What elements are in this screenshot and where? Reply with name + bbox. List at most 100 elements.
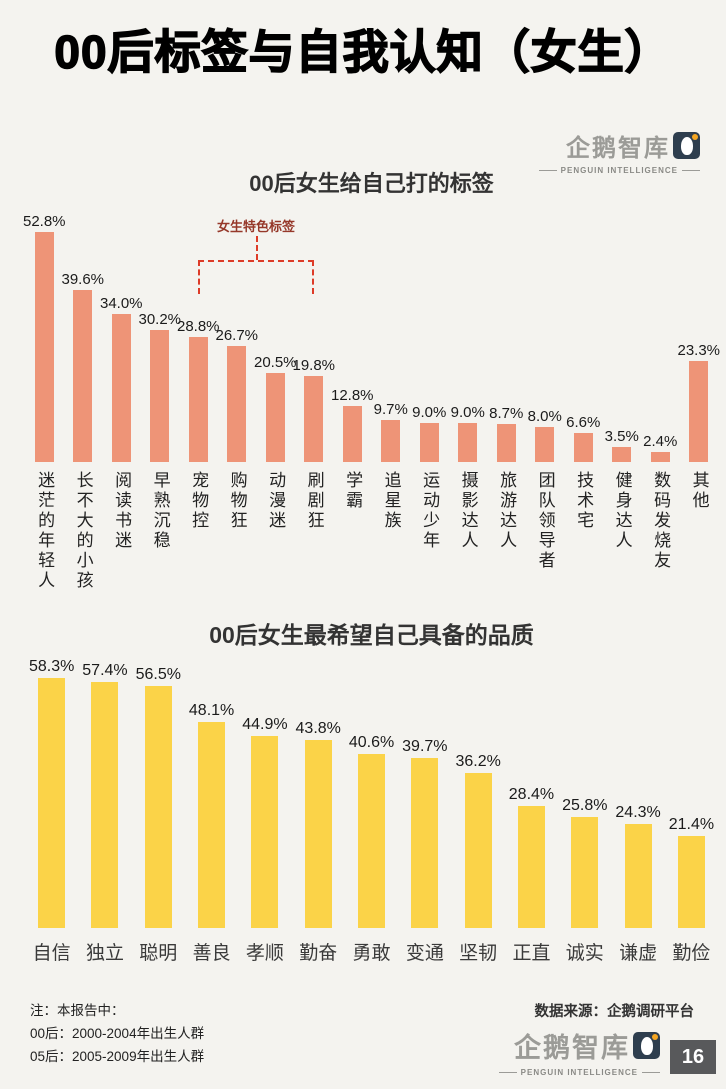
bar bbox=[458, 422, 478, 462]
bar-value-label: 26.7% bbox=[215, 326, 259, 344]
bar-value-label: 8.0% bbox=[527, 408, 562, 426]
bar-value-label: 43.8% bbox=[295, 720, 341, 738]
bar-column: 56.5% bbox=[132, 666, 185, 928]
bar bbox=[91, 681, 119, 928]
bar-value-label: 21.4% bbox=[668, 816, 715, 834]
bar-column: 6.6% bbox=[564, 414, 603, 462]
bar-column: 2.4% bbox=[641, 432, 680, 462]
bar-category-cell: 坚韧 bbox=[452, 938, 505, 965]
bar-category-label: 自信 bbox=[32, 943, 71, 964]
bar-category-label: 宠物控 bbox=[189, 471, 209, 531]
bar-category-label: 学霸 bbox=[343, 471, 363, 511]
bar-value-label: 36.2% bbox=[455, 752, 501, 770]
bar-category-cell: 自信 bbox=[25, 938, 78, 965]
bar-category-label: 诚实 bbox=[565, 943, 604, 964]
bar-column: 58.3% bbox=[25, 658, 78, 928]
logo-text: 企鹅智库 bbox=[566, 135, 670, 162]
bar bbox=[464, 772, 492, 928]
bar-category-label: 运动少年 bbox=[420, 471, 440, 551]
report-notes: 注：本报告中： 00后：2000-2004年出生人群 05后：2005-2009… bbox=[30, 1000, 204, 1069]
bar-category-cell: 正直 bbox=[505, 938, 558, 965]
bar bbox=[304, 740, 332, 928]
bar-column: 9.7% bbox=[372, 401, 411, 462]
bar-value-label: 2.4% bbox=[643, 432, 678, 450]
tags-chart: 00后女生给自己打的标签 女生特色标签 52.8% 39.6% 34.0% 30.2%… bbox=[23, 166, 721, 621]
logo-subtitle: PENGUIN INTELLIGENCE bbox=[498, 1068, 660, 1077]
tags-chart-category-labels: 迷茫的年轻人 长不大的小孩 阅读书迷 早熟沉稳 宠物控 购物狂 动漫迷 刷剧狂 学霸 追星族 运动少… bbox=[25, 471, 718, 621]
bar-category-cell: 聪明 bbox=[132, 938, 185, 965]
bar-column: 9.0% bbox=[410, 404, 449, 462]
bar-value-label: 28.8% bbox=[176, 317, 220, 335]
bar-category-label: 阅读书迷 bbox=[112, 471, 132, 551]
bar-category-cell: 团队领导者 bbox=[526, 471, 565, 571]
bar-category-label: 其他 bbox=[689, 471, 709, 511]
bar-category-label: 团队领导者 bbox=[535, 471, 555, 571]
bar bbox=[265, 372, 285, 462]
bar bbox=[38, 678, 66, 928]
bar-value-label: 9.0% bbox=[450, 403, 485, 421]
bar-value-label: 6.6% bbox=[566, 414, 601, 432]
bar-value-label: 57.4% bbox=[82, 661, 128, 679]
penguin-icon bbox=[673, 132, 700, 159]
bar-value-label: 9.7% bbox=[373, 400, 408, 418]
bar-column: 48.1% bbox=[185, 702, 238, 928]
note-line: 05后：2005-2009年出生人群 bbox=[30, 1048, 205, 1064]
bar bbox=[419, 422, 439, 462]
bar-category-cell: 勇敢 bbox=[345, 938, 398, 965]
logo-divider-line bbox=[682, 170, 700, 171]
bar bbox=[612, 446, 632, 462]
annotation-center-tick bbox=[256, 236, 258, 260]
bar-value-label: 44.9% bbox=[242, 715, 288, 733]
bar-category-label: 谦虚 bbox=[619, 943, 658, 964]
bar-category-cell: 宠物控 bbox=[179, 471, 218, 531]
bar bbox=[624, 823, 652, 928]
bar-column: 8.0% bbox=[526, 408, 565, 462]
bar-column: 19.8% bbox=[292, 357, 335, 462]
bar-value-label: 3.5% bbox=[604, 427, 639, 445]
bar-column: 3.5% bbox=[603, 428, 642, 462]
bar bbox=[573, 433, 593, 462]
bar-column: 52.8% bbox=[23, 213, 66, 462]
bar-column: 34.0% bbox=[100, 295, 143, 462]
bar bbox=[227, 345, 247, 462]
logo-subtitle-text: PENGUIN INTELLIGENCE bbox=[560, 166, 678, 175]
bar bbox=[251, 735, 279, 928]
tags-chart-plot: 女生特色标签 52.8% 39.6% 34.0% 30.2% 28.8% 26.7% 20.… bbox=[23, 212, 721, 462]
bar-category-label: 健身达人 bbox=[612, 471, 632, 551]
bar-column: 30.2% bbox=[138, 311, 182, 462]
bar-column: 8.7% bbox=[487, 405, 526, 462]
bar-column: 43.8% bbox=[292, 720, 345, 928]
bar-category-cell: 迷茫的年轻人 bbox=[25, 471, 64, 591]
bar bbox=[304, 375, 324, 462]
bar-category-cell: 勤俭 bbox=[665, 938, 718, 965]
bar-category-label: 聪明 bbox=[139, 943, 178, 964]
logo-divider-line bbox=[538, 170, 557, 171]
logo-divider-line bbox=[498, 1072, 517, 1073]
note-line: 00后：2000-2004年出生人群 bbox=[30, 1025, 205, 1041]
bar-value-label: 23.3% bbox=[677, 341, 721, 359]
bar-category-cell: 购物狂 bbox=[218, 471, 257, 531]
bar-category-label: 早熟沉稳 bbox=[150, 471, 170, 551]
logo-divider-line bbox=[642, 1072, 660, 1073]
bar bbox=[571, 817, 599, 928]
bar-value-label: 28.4% bbox=[508, 786, 555, 804]
bar-category-label: 技术宅 bbox=[574, 471, 594, 531]
bar-value-label: 40.6% bbox=[348, 733, 395, 751]
bar-category-cell: 谦虚 bbox=[611, 938, 664, 965]
bar-category-cell: 独立 bbox=[78, 938, 131, 965]
penguin-intelligence-logo-top: 企鹅智库 PENGUIN INTELLIGENCE bbox=[538, 128, 700, 175]
bar-category-cell: 诚实 bbox=[558, 938, 611, 965]
bar-category-cell: 早熟沉稳 bbox=[141, 471, 180, 551]
bar-category-label: 变通 bbox=[405, 943, 444, 964]
data-source: 数据来源：企鹅调研平台 bbox=[534, 1004, 695, 1020]
bar bbox=[496, 424, 516, 462]
bar-value-label: 30.2% bbox=[138, 311, 182, 329]
bar-value-label: 25.8% bbox=[562, 797, 608, 815]
page-number: 16 bbox=[670, 1040, 716, 1074]
bar-category-cell: 长不大的小孩 bbox=[64, 471, 103, 591]
bar-category-label: 勤俭 bbox=[672, 943, 711, 964]
qualities-chart: 00后女生最希望自己具备的品质 58.3% 57.4% 56.5% 48.1% 44.9… bbox=[25, 616, 718, 965]
bar-value-label: 56.5% bbox=[135, 665, 181, 683]
logo-text: 企鹅智库 bbox=[514, 1033, 630, 1063]
